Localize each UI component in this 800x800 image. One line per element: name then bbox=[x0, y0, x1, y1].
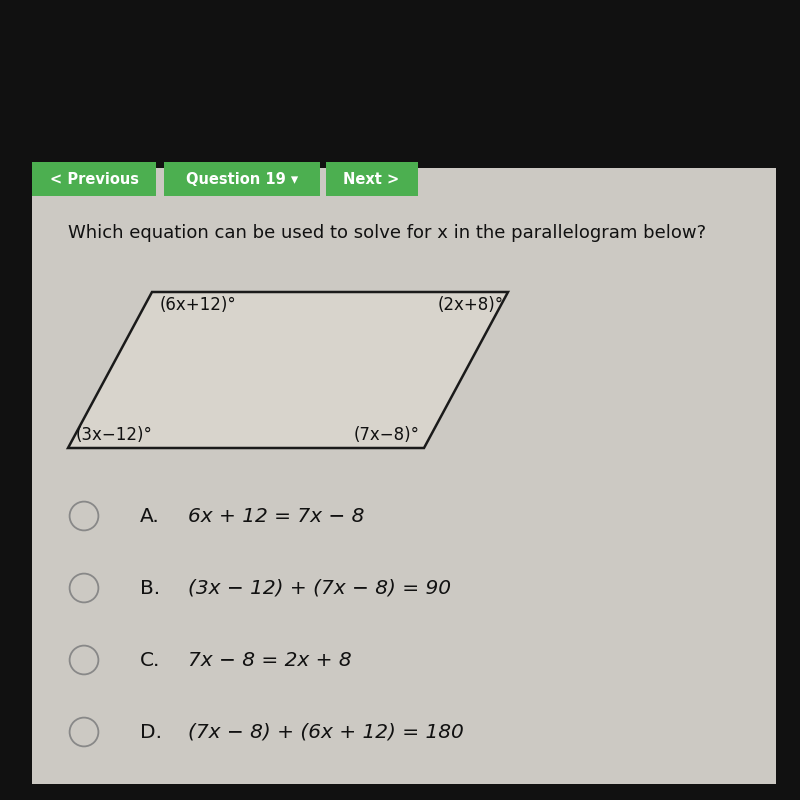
Text: C.: C. bbox=[140, 650, 160, 670]
Text: (7x − 8) + (6x + 12) = 180: (7x − 8) + (6x + 12) = 180 bbox=[188, 722, 464, 742]
Text: D.: D. bbox=[140, 722, 162, 742]
Text: Question 19 ▾: Question 19 ▾ bbox=[186, 172, 298, 186]
Text: (2x+8)°: (2x+8)° bbox=[438, 296, 504, 314]
FancyBboxPatch shape bbox=[326, 162, 418, 196]
Text: (3x−12)°: (3x−12)° bbox=[76, 426, 153, 444]
FancyBboxPatch shape bbox=[32, 168, 776, 784]
FancyBboxPatch shape bbox=[32, 162, 156, 196]
Text: Next >: Next > bbox=[343, 172, 400, 186]
Text: Which equation can be used to solve for x in the parallelogram below?: Which equation can be used to solve for … bbox=[68, 224, 706, 242]
Text: A.: A. bbox=[140, 506, 160, 526]
Polygon shape bbox=[68, 292, 508, 448]
FancyBboxPatch shape bbox=[164, 162, 320, 196]
Text: (7x−8)°: (7x−8)° bbox=[354, 426, 420, 444]
Text: B.: B. bbox=[140, 578, 160, 598]
Text: (3x − 12) + (7x − 8) = 90: (3x − 12) + (7x − 8) = 90 bbox=[188, 578, 451, 598]
Text: 7x − 8 = 2x + 8: 7x − 8 = 2x + 8 bbox=[188, 650, 352, 670]
Text: (6x+12)°: (6x+12)° bbox=[160, 296, 237, 314]
Text: 6x + 12 = 7x − 8: 6x + 12 = 7x − 8 bbox=[188, 506, 364, 526]
Text: < Previous: < Previous bbox=[50, 172, 138, 186]
